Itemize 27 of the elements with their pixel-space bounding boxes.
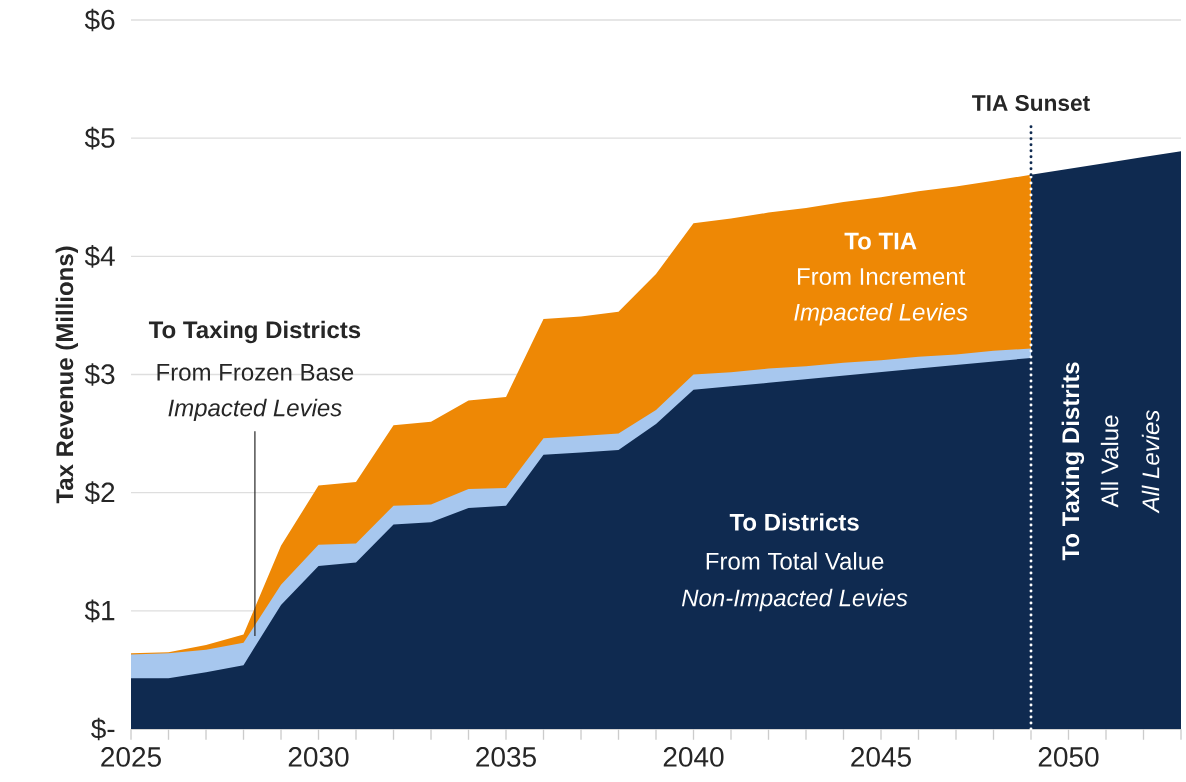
annotation: All Value xyxy=(1100,415,1119,508)
annotation: Non-Impacted Levies xyxy=(681,588,908,612)
x-tick-label: 2035 xyxy=(476,747,536,767)
y-tick-label: $5 xyxy=(84,126,115,150)
x-tick-label: 2025 xyxy=(101,747,161,767)
annotation: To Taxing Distrits xyxy=(1061,362,1085,561)
x-tick-label: 2040 xyxy=(663,747,724,767)
y-tick-label: $4 xyxy=(84,245,115,268)
y-tick-label: $- xyxy=(91,717,115,741)
annotation: From Total Value xyxy=(706,552,884,570)
y-tick-label: $6 xyxy=(84,8,115,32)
annotation: Impacted Levies xyxy=(794,303,968,326)
y-axis-title: Tax Revenue (Millions) xyxy=(55,246,78,504)
annotation: To Districts xyxy=(729,513,859,531)
annotation: To Taxing Districts xyxy=(148,320,361,344)
x-tick-label: 2030 xyxy=(288,747,349,767)
annotation: From Frozen Base xyxy=(157,363,354,381)
x-tick-label: 2045 xyxy=(851,747,911,767)
y-tick-label: $1 xyxy=(84,599,115,623)
ref-line-label: TIA Sunset xyxy=(972,94,1090,112)
annotation: From Increment xyxy=(797,268,966,286)
x-tick-label: 2050 xyxy=(1038,747,1099,767)
annotation: All Levies xyxy=(1141,410,1160,514)
y-tick-label: $2 xyxy=(84,481,115,504)
annotation: Impacted Levies xyxy=(168,398,342,422)
y-tick-label: $3 xyxy=(84,363,115,386)
annotation: To TIA xyxy=(844,232,917,250)
